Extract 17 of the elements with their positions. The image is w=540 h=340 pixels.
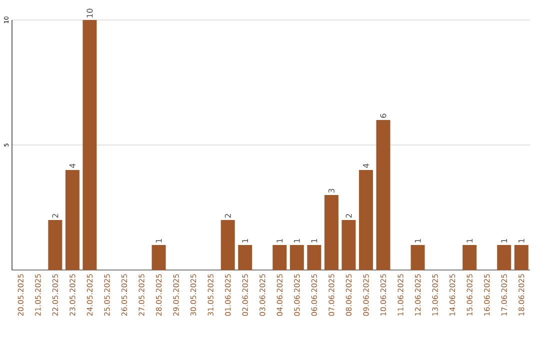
bar [497, 245, 512, 270]
bar [48, 220, 62, 270]
bar [376, 120, 390, 270]
bar [290, 245, 304, 270]
bar [410, 245, 425, 270]
bar [152, 245, 166, 270]
bar [342, 220, 356, 270]
bar [324, 195, 338, 270]
bar [272, 245, 287, 270]
bar [82, 20, 97, 270]
bar [238, 245, 252, 270]
bar [462, 245, 477, 270]
bar [514, 245, 528, 270]
bar [220, 220, 235, 270]
bar [358, 170, 373, 270]
bar [65, 170, 80, 270]
bar [307, 245, 322, 270]
